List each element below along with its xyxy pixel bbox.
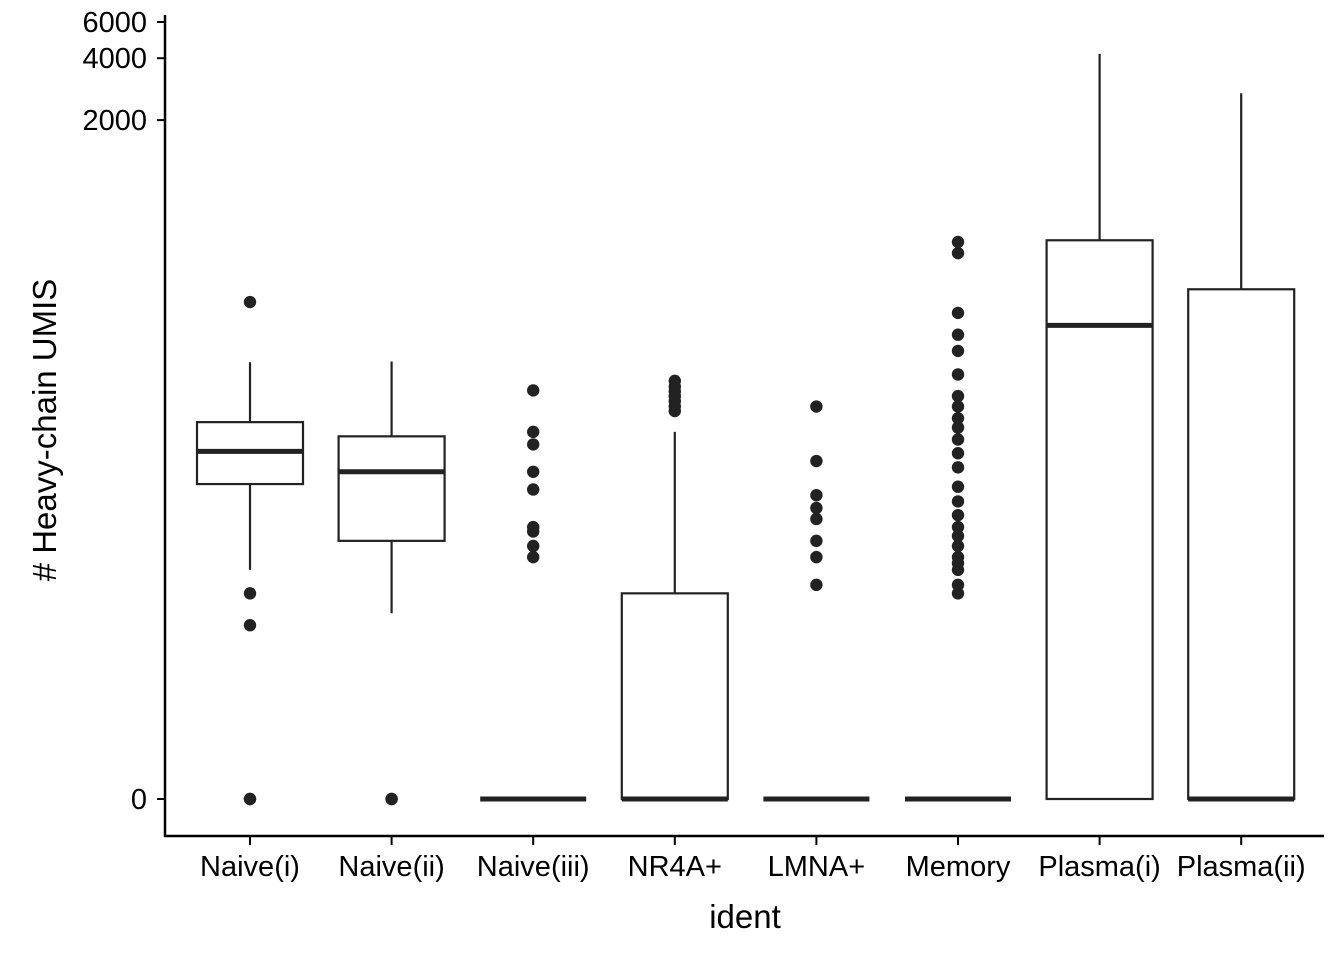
- outlier-point: [951, 480, 965, 493]
- x-tick-label: Naive(ii): [338, 851, 444, 883]
- y-tick-label: 6000: [82, 7, 147, 39]
- outlier-point: [385, 792, 398, 806]
- x-axis-ticks: Naive(i) Naive(ii) Naive(iii) NR4A+ LMNA+ Mem…: [200, 837, 1306, 883]
- outlier-point: [951, 447, 965, 460]
- outlier-point: [951, 368, 965, 381]
- outlier-point: [527, 425, 540, 439]
- outlier-point: [951, 235, 965, 249]
- x-axis-title: ident: [709, 898, 781, 935]
- outlier-point: [951, 344, 965, 358]
- x-tick-label: LMNA+: [768, 851, 866, 883]
- outlier-point: [951, 529, 965, 543]
- x-tick-label: Naive(i): [200, 851, 300, 883]
- outlier-point: [951, 306, 965, 320]
- outlier-point: [810, 454, 823, 468]
- outlier-point: [527, 520, 540, 534]
- box-group-6: [1045, 53, 1154, 801]
- y-axis-ticks: 0 2000 4000 6000: [82, 7, 165, 816]
- outlier-point: [243, 792, 257, 806]
- outlier-point: [951, 246, 965, 260]
- outlier-point: [810, 400, 823, 413]
- outlier-point: [951, 412, 965, 425]
- outlier-point: [951, 578, 965, 592]
- outlier-point: [243, 619, 257, 632]
- box-iqr: [337, 435, 446, 542]
- outlier-point: [527, 539, 540, 553]
- x-tick-label: Plasma(ii): [1177, 851, 1306, 883]
- outlier-point: [527, 550, 540, 564]
- outlier-point: [243, 295, 257, 309]
- y-tick-label: 0: [131, 784, 147, 816]
- box-iqr: [1187, 288, 1296, 801]
- y-tick-label: 2000: [82, 105, 147, 137]
- outlier-point: [951, 421, 965, 434]
- outlier-point: [951, 400, 965, 413]
- outlier-point: [527, 384, 540, 397]
- plot-area: [195, 53, 1296, 806]
- outlier-point: [951, 495, 965, 508]
- outlier-point: [951, 550, 965, 564]
- outlier-point: [810, 534, 823, 548]
- outlier-point: [951, 461, 965, 474]
- y-axis-title: # Heavy-chain UMIS: [26, 279, 63, 582]
- outlier-point: [951, 433, 965, 446]
- outlier-point: [951, 389, 965, 403]
- outlier-point: [527, 465, 540, 478]
- outlier-point: [951, 328, 965, 341]
- box-group-4: [763, 400, 870, 802]
- outlier-point: [951, 539, 965, 553]
- box-group-0: [195, 295, 305, 806]
- x-tick-label: Naive(iii): [477, 851, 590, 883]
- outlier-point: [527, 483, 540, 496]
- box-iqr: [1045, 239, 1154, 801]
- outlier-point: [810, 501, 823, 515]
- outlier-point: [951, 587, 965, 600]
- outlier-point: [951, 520, 965, 534]
- outlier-point: [668, 374, 681, 388]
- box-group-7: [1187, 93, 1296, 802]
- box-group-3: [620, 374, 729, 802]
- x-tick-label: NR4A+: [628, 851, 722, 883]
- outlier-point: [810, 512, 823, 526]
- x-tick-label: Memory: [906, 851, 1011, 883]
- outlier-point: [527, 438, 540, 451]
- outlier-point: [951, 508, 965, 522]
- box-group-5: [905, 235, 1011, 802]
- outlier-point: [810, 550, 823, 564]
- outlier-point: [810, 489, 823, 502]
- x-tick-label: Plasma(i): [1038, 851, 1160, 883]
- y-tick-label: 4000: [82, 43, 147, 75]
- outlier-point: [243, 587, 257, 600]
- box-group-1: [337, 361, 446, 806]
- outlier-point: [810, 578, 823, 592]
- box-iqr: [620, 592, 729, 801]
- box-group-2: [480, 384, 587, 802]
